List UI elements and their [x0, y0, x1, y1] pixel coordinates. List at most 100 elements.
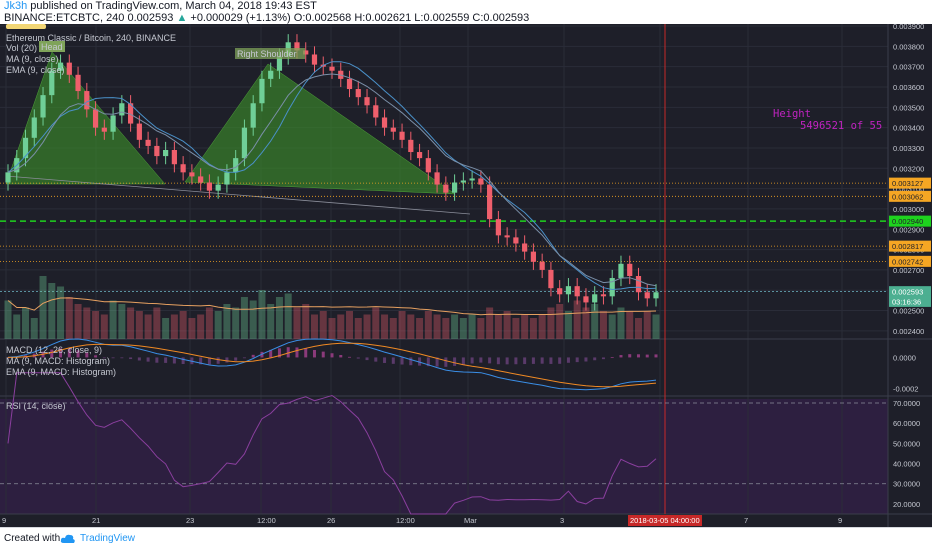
rsi-line: [0, 372, 888, 515]
volume-bar: [197, 314, 205, 339]
time-tick-label: 9: [838, 516, 842, 525]
published-text: published on TradingView.com, March 04, …: [27, 0, 317, 12]
rsi-tick-label: 40.0000: [893, 460, 920, 469]
volume-bar: [459, 318, 467, 339]
macd-line: [7, 338, 657, 391]
candle-body: [276, 56, 283, 71]
macd-histogram-bar: [636, 354, 640, 358]
price-label-box: [889, 255, 931, 267]
candle-body: [101, 127, 107, 132]
price-tick-label: 0.003500: [893, 103, 924, 112]
volume-bar: [416, 318, 424, 339]
right-shoulder-label[interactable]: Right Shoulder: [237, 49, 297, 59]
neckline[interactable]: [5, 175, 471, 215]
volume-bar: [30, 318, 38, 339]
height-label[interactable]: Height: [773, 108, 811, 120]
volume-bar: [564, 311, 572, 339]
macd-histogram-bar: [584, 357, 588, 362]
macd-histogram-bar: [575, 357, 579, 363]
volume-bar: [468, 314, 476, 339]
chart-svg[interactable]: 0.003900 0.003800 0.003700 0.003600 0.003500…: [0, 24, 932, 527]
candle-body: [504, 235, 510, 238]
last-price: 0.002593: [127, 12, 174, 24]
candle-body: [399, 131, 405, 140]
candle-body: [364, 97, 370, 106]
candle-body: [487, 184, 493, 220]
symbol-label: BINANCE:ETCBTC, 240: [4, 12, 125, 24]
volume-bar: [74, 304, 82, 339]
volume-bar: [652, 314, 660, 339]
time-tick-label: 23: [186, 516, 194, 525]
height-value[interactable]: 5496521 of 55: [800, 120, 882, 132]
candle-body: [163, 150, 169, 157]
macd-histogram-bar: [348, 356, 352, 358]
volume-bar: [337, 314, 345, 339]
macd-histogram-bar: [76, 350, 80, 358]
candle-body: [557, 288, 563, 295]
macd-histogram-bar: [199, 357, 203, 365]
candle-body: [145, 139, 151, 146]
volume-bar: [503, 311, 511, 339]
volume-bar: [582, 307, 590, 339]
author-link[interactable]: Jk3h: [4, 0, 28, 12]
right-shoulder-triangle[interactable]: [184, 63, 456, 195]
macd-histogram-bar: [558, 357, 562, 364]
macd-histogram-bar: [207, 357, 211, 365]
candle-body: [592, 294, 598, 303]
volume-bar: [451, 314, 459, 339]
candle-body: [390, 127, 396, 132]
candle-body: [215, 184, 221, 191]
price-label-box: [889, 286, 931, 298]
candle-body: [303, 50, 309, 55]
candle-body: [206, 182, 213, 191]
volume-bar: [512, 318, 520, 339]
ema-line: [7, 73, 657, 287]
volume-bar: [346, 311, 354, 339]
macd-histogram-bar: [356, 357, 360, 359]
footer-created-with: Created with: [4, 533, 61, 544]
head-label[interactable]: Head: [41, 42, 63, 52]
head-and-shoulders-pattern[interactable]: [5, 51, 471, 215]
volume-bar: [232, 307, 240, 339]
footer-tradingview-link[interactable]: TradingView: [80, 533, 136, 544]
candle-body: [136, 123, 142, 140]
volume-bar: [486, 307, 494, 339]
volume-bar: [328, 318, 336, 339]
pane-separators: [0, 24, 932, 527]
price-label-box: [889, 177, 931, 189]
volume-bar: [626, 311, 634, 339]
macd-histogram-bar: [251, 354, 255, 358]
volume-bar: [22, 307, 30, 339]
macd-histogram-bar: [269, 349, 273, 358]
volume-bar: [599, 311, 607, 339]
macd-histogram-bar: [164, 357, 168, 363]
candle-body: [539, 261, 545, 270]
candle-body: [495, 219, 501, 236]
volume-bar: [634, 318, 642, 339]
macd-histogram-bar: [470, 357, 474, 364]
candle-body: [57, 62, 64, 71]
candle-body: [110, 115, 116, 132]
volume-bar: [39, 276, 47, 339]
volume-bar: [284, 293, 292, 339]
chart-area[interactable]: 0.003900 0.003800 0.003700 0.003600 0.003500…: [0, 24, 932, 527]
volume-bar: [521, 314, 529, 339]
volume-bar: [310, 314, 318, 339]
volume-bar: [267, 304, 275, 339]
candle-body: [189, 172, 195, 177]
price-tick-label: 0.003400: [893, 124, 924, 133]
candle-body: [600, 294, 607, 297]
macd-histogram-bar: [461, 357, 465, 365]
price-tick-label: 0.003200: [893, 164, 924, 173]
head-triangle[interactable]: [5, 51, 166, 185]
rsi-line: [7, 372, 657, 515]
candle-body: [653, 292, 659, 299]
candle-body: [5, 172, 11, 183]
volume-bar: [538, 314, 546, 339]
volume-bar: [65, 297, 73, 339]
low-value: L:0.002559: [414, 12, 470, 24]
volume-bar: [354, 318, 362, 339]
macd-histogram-bar: [365, 357, 369, 361]
volume-bar: [433, 314, 441, 339]
